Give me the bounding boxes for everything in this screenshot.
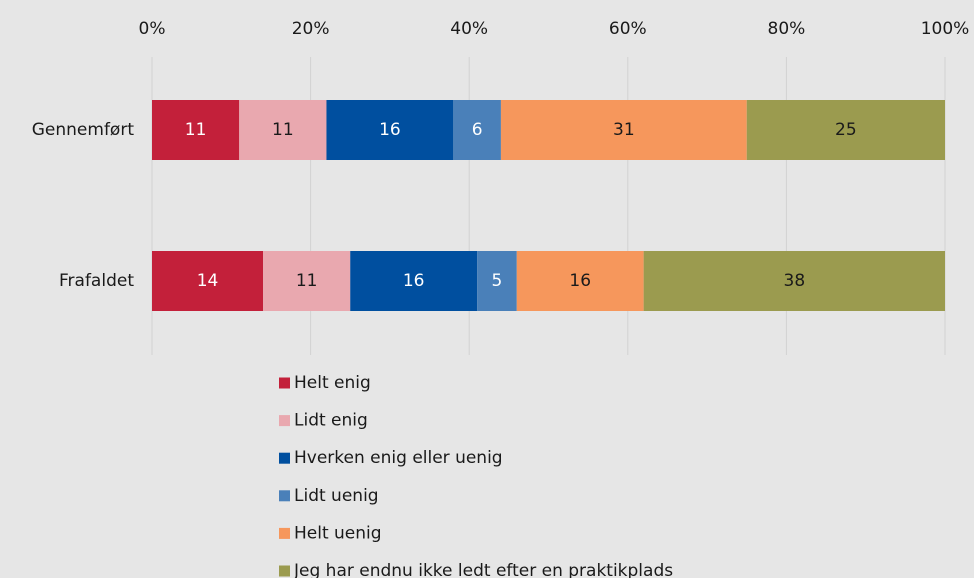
data-label: 14 <box>197 271 219 291</box>
bar-segment <box>516 251 644 311</box>
legend-label: Lidt enig <box>294 411 368 431</box>
bar-segment <box>239 100 327 160</box>
x-tick-label: 100% <box>921 19 970 39</box>
data-label: 11 <box>185 120 207 140</box>
legend-swatch <box>279 565 290 577</box>
legend-swatch <box>279 377 290 389</box>
data-label: 5 <box>492 271 503 291</box>
data-label: 31 <box>613 120 635 140</box>
legend-label: Hverken enig eller uenig <box>294 448 503 468</box>
legend-label: Helt enig <box>294 373 371 393</box>
x-tick-label: 60% <box>609 19 647 39</box>
x-tick-label: 40% <box>450 19 488 39</box>
legend-swatch <box>279 490 290 502</box>
legend-label: Jeg har endnu ikke ledt efter en praktik… <box>293 561 673 578</box>
bar-segment <box>152 100 240 160</box>
data-label: 16 <box>569 271 591 291</box>
data-label: 6 <box>472 120 483 140</box>
legend-swatch <box>279 527 290 539</box>
data-label: 11 <box>296 271 318 291</box>
bar-segment <box>746 100 945 160</box>
bar-segment <box>263 251 351 311</box>
y-tick-label: Frafaldet <box>59 271 134 291</box>
bar-segment <box>152 251 264 311</box>
data-label: 25 <box>835 120 857 140</box>
legend-swatch <box>279 415 290 427</box>
legend-label: Helt uenig <box>294 523 382 543</box>
bar-segment <box>326 100 454 160</box>
x-tick-label: 0% <box>139 19 166 39</box>
data-label: 16 <box>403 271 425 291</box>
x-tick-label: 20% <box>292 19 330 39</box>
bar-segment <box>453 100 501 160</box>
legend-swatch <box>279 452 290 464</box>
x-tick-label: 80% <box>768 19 806 39</box>
y-tick-label: Gennemført <box>32 120 135 140</box>
data-label: 11 <box>272 120 294 140</box>
data-label: 16 <box>379 120 401 140</box>
bar-segment <box>350 251 478 311</box>
data-label: 38 <box>784 271 806 291</box>
bar-segment <box>643 251 945 311</box>
legend-label: Lidt uenig <box>294 486 379 506</box>
bar-segment <box>477 251 517 311</box>
bar-segment <box>500 100 747 160</box>
